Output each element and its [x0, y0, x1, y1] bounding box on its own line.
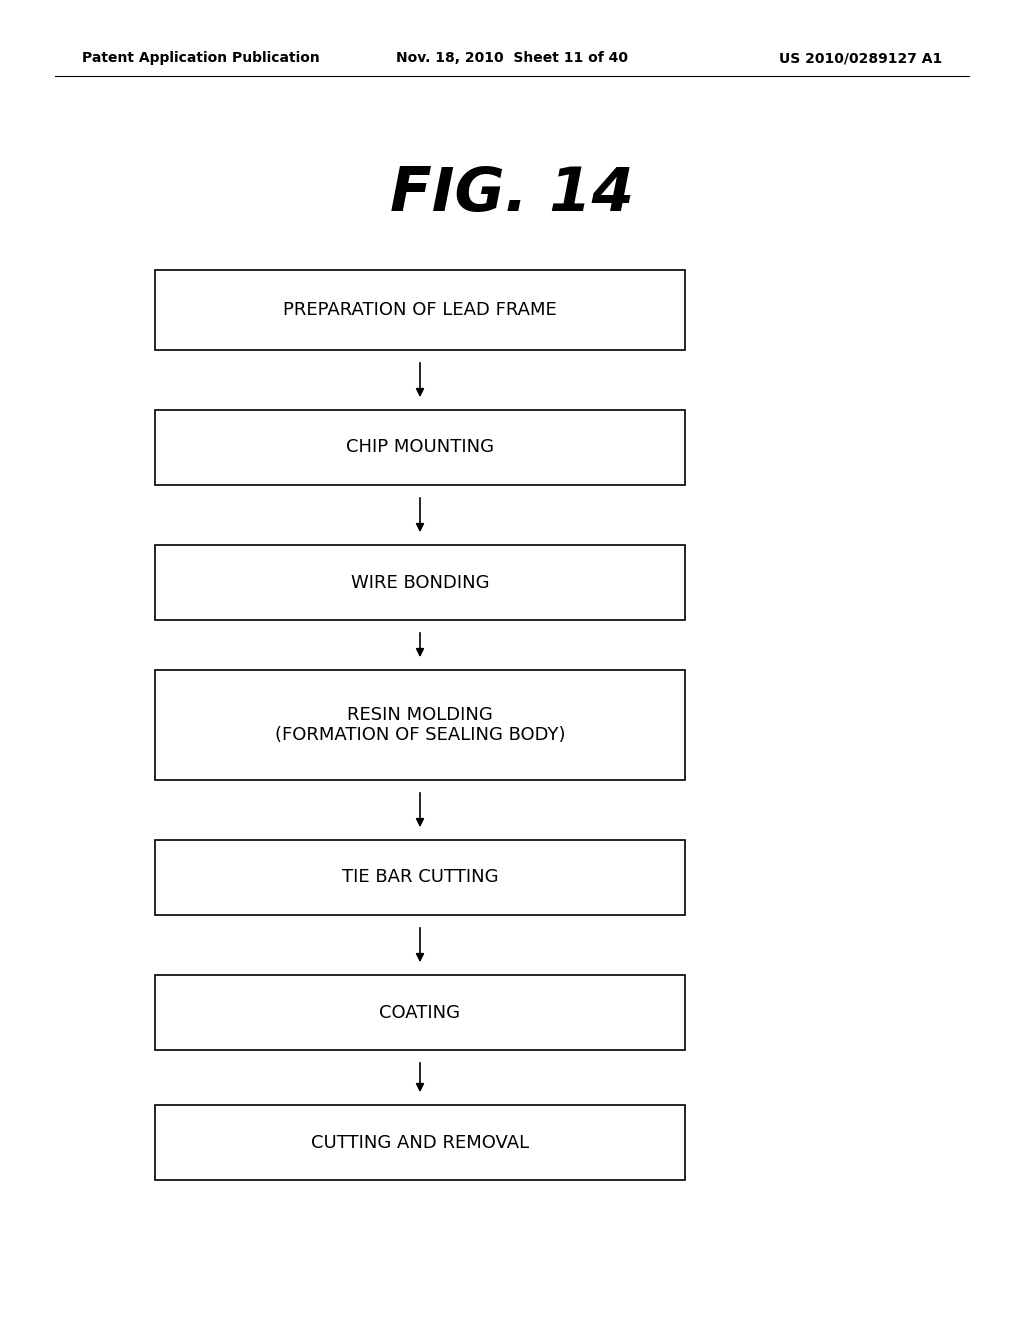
Bar	[155, 271, 685, 350]
Text: TIE BAR CUTTING: TIE BAR CUTTING	[342, 869, 499, 887]
Text: COATING: COATING	[380, 1003, 461, 1022]
Text: PREPARATION OF LEAD FRAME: PREPARATION OF LEAD FRAME	[283, 301, 557, 319]
Text: WIRE BONDING: WIRE BONDING	[351, 573, 489, 591]
Text: CUTTING AND REMOVAL: CUTTING AND REMOVAL	[311, 1134, 529, 1151]
Text: US 2010/0289127 A1: US 2010/0289127 A1	[778, 51, 942, 65]
Text: Nov. 18, 2010  Sheet 11 of 40: Nov. 18, 2010 Sheet 11 of 40	[396, 51, 628, 65]
Text: FIG. 14: FIG. 14	[390, 165, 634, 224]
Bar	[155, 1105, 685, 1180]
Bar	[155, 411, 685, 484]
Bar	[155, 975, 685, 1049]
Bar	[155, 840, 685, 915]
Text: CHIP MOUNTING: CHIP MOUNTING	[346, 438, 494, 457]
Text: RESIN MOLDING
(FORMATION OF SEALING BODY): RESIN MOLDING (FORMATION OF SEALING BODY…	[274, 706, 565, 744]
Bar	[155, 545, 685, 620]
Text: Patent Application Publication: Patent Application Publication	[82, 51, 319, 65]
Bar	[155, 671, 685, 780]
